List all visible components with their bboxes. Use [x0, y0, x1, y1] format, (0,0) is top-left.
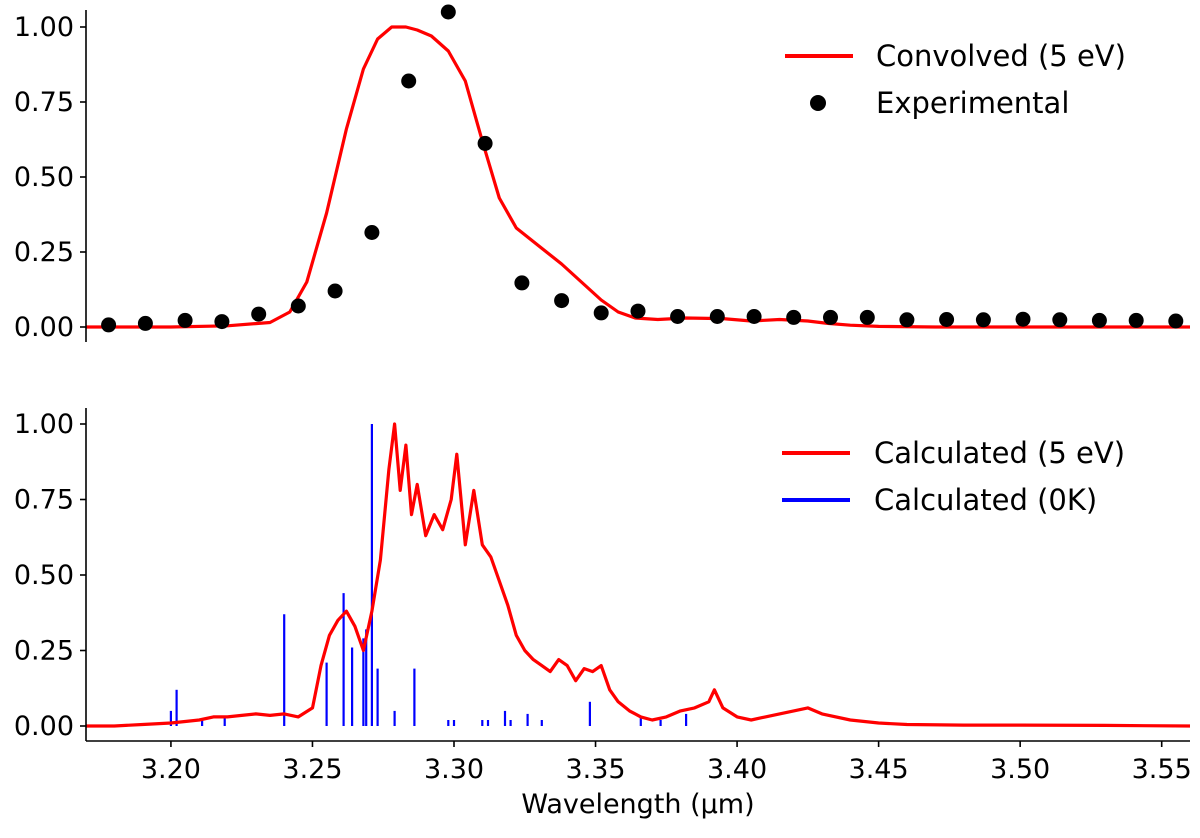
- experimental-point: [477, 135, 493, 151]
- experimental-point: [786, 309, 802, 325]
- bottom-x-tick-label: 3.30: [424, 754, 484, 785]
- bottom-x-tick-label: 3.50: [990, 754, 1050, 785]
- top-y-tick-label: 0.00: [14, 312, 74, 343]
- bottom-x-tick-label: 3.35: [565, 754, 625, 785]
- bottom-series-layer: [86, 422, 1191, 728]
- legend-label-experimental: Experimental: [876, 86, 1069, 120]
- experimental-point: [630, 303, 646, 319]
- experimental-point: [251, 306, 267, 322]
- experimental-point: [177, 312, 193, 328]
- top-y-tick-label: 1.00: [14, 12, 74, 43]
- bottom-y-ticks: 0.00 0.25 0.50 0.75 1.00: [14, 409, 86, 742]
- bottom-legend: Calculated (5 eV) Calculated (0K): [782, 436, 1125, 517]
- experimental-point: [554, 293, 570, 309]
- x-axis-title: Wavelength (μm): [521, 789, 754, 820]
- bottom-y-tick-label: 1.00: [14, 409, 74, 440]
- top-y-tick-label: 0.75: [14, 87, 74, 118]
- top-y-tick-label: 0.25: [14, 237, 74, 268]
- bottom-y-tick-label: 0.75: [14, 485, 74, 516]
- top-y-tick-label: 0.50: [14, 162, 74, 193]
- legend-swatch-experimental: [810, 95, 826, 111]
- experimental-point: [401, 73, 417, 89]
- top-legend: Convolved (5 eV) Experimental: [785, 39, 1126, 120]
- bottom-y-tick-label: 0.25: [14, 636, 74, 667]
- experimental-point: [440, 4, 456, 20]
- experimental-point: [1128, 312, 1144, 328]
- bottom-x-tick-label: 3.45: [849, 754, 909, 785]
- convolved-line: [86, 25, 1190, 329]
- bottom-x-tick-label: 3.25: [282, 754, 342, 785]
- experimental-point: [746, 309, 762, 324]
- experimental-point: [137, 315, 153, 331]
- bottom-y-tick-label: 0.00: [14, 711, 74, 742]
- experimental-point: [975, 312, 991, 328]
- experimental-point: [823, 309, 838, 325]
- experimental-point: [327, 283, 343, 299]
- bottom-x-tick-label: 3.20: [141, 754, 201, 785]
- experimental-point: [1168, 313, 1184, 329]
- top-series-layer: [86, 4, 1190, 333]
- bottom-y-tick-label: 0.50: [14, 560, 74, 591]
- experimental-point: [899, 312, 915, 328]
- legend-label-calculated-0k: Calculated (0K): [874, 483, 1097, 517]
- experimental-point: [1052, 312, 1068, 328]
- experimental-point: [214, 314, 230, 330]
- experimental-point: [859, 309, 875, 325]
- experimental-point: [939, 312, 955, 327]
- experimental-point: [101, 317, 117, 333]
- bottom-stick-layer: [169, 424, 688, 726]
- calculated-5ev-line: [86, 422, 1191, 728]
- experimental-point: [670, 309, 686, 324]
- top-y-ticks: 0.00 0.25 0.50 0.75 1.00: [14, 12, 86, 343]
- experimental-point: [514, 275, 530, 291]
- experimental-point: [709, 309, 725, 324]
- top-panel: 0.00 0.25 0.50 0.75 1.00 Convolved (5 eV) Ex…: [14, 4, 1190, 343]
- experimental-point: [1015, 311, 1031, 327]
- legend-label-convolved: Convolved (5 eV): [876, 39, 1126, 73]
- bottom-x-tick-label: 3.40: [707, 754, 767, 785]
- experimental-point: [593, 305, 609, 321]
- bottom-x-ticks: 3.20 3.25 3.30 3.35 3.40 3.45 3.50 3.55: [141, 741, 1192, 785]
- legend-label-calculated-5ev: Calculated (5 eV): [874, 436, 1125, 470]
- experimental-point: [290, 298, 306, 314]
- experimental-point: [364, 225, 380, 240]
- bottom-x-tick-label: 3.55: [1132, 754, 1192, 785]
- bottom-panel: 0.00 0.25 0.50 0.75 1.00 3.20 3.25 3.30 3.35 3.4…: [14, 408, 1192, 820]
- experimental-point: [1091, 312, 1107, 328]
